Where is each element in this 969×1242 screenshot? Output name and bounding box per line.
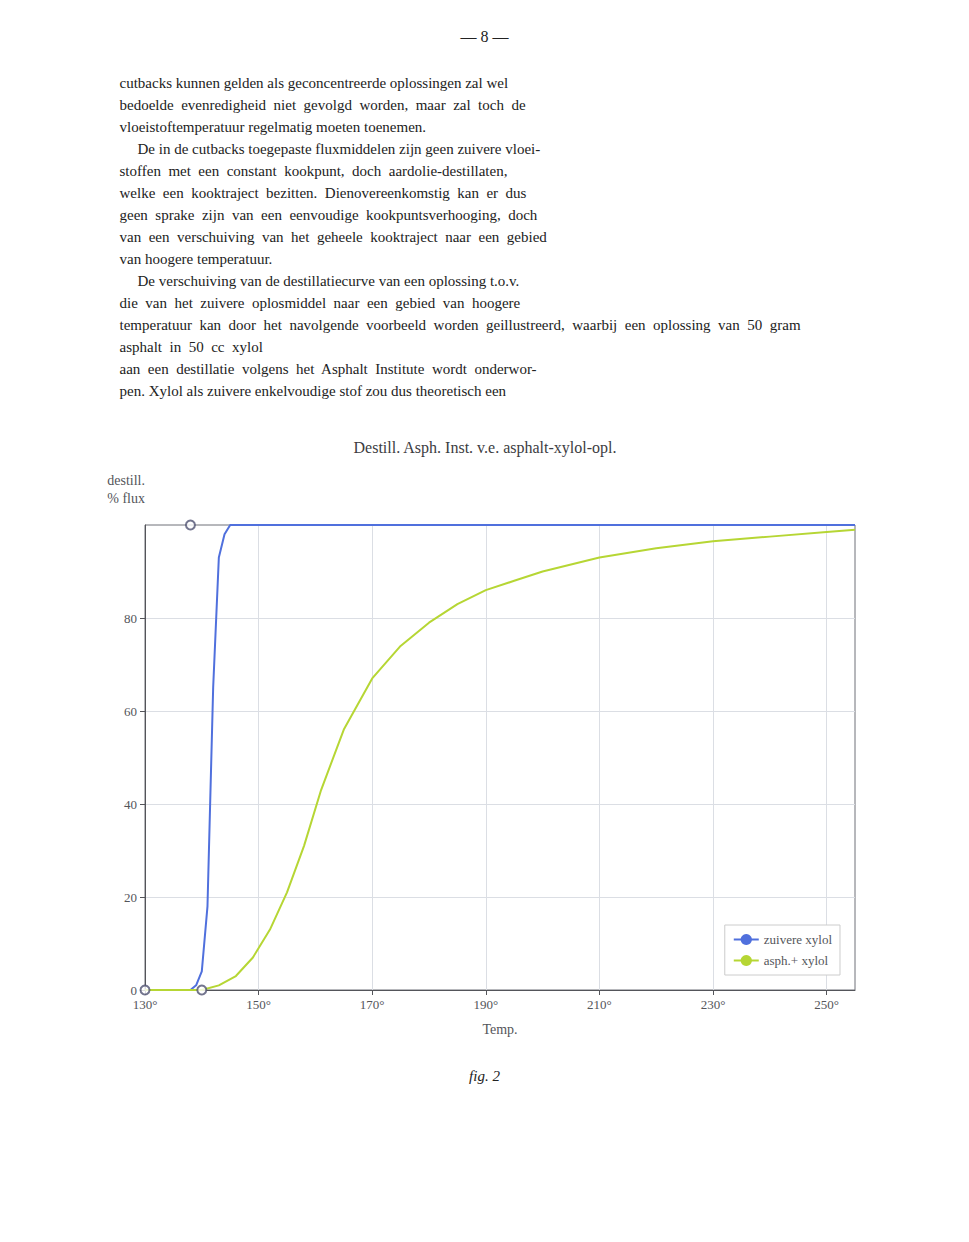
- svg-text:zuivere xylol: zuivere xylol: [763, 932, 832, 947]
- svg-text:130°: 130°: [132, 997, 157, 1012]
- svg-text:170°: 170°: [359, 997, 384, 1012]
- svg-text:190°: 190°: [473, 997, 498, 1012]
- svg-text:230°: 230°: [700, 997, 725, 1012]
- html-text:temperatuur kan door het navol: temperatuur kan door het navolgende voor…: [119, 317, 809, 355]
- svg-text:20: 20: [124, 890, 137, 905]
- svg-text:60: 60: [124, 704, 137, 719]
- html-text:De verschuiving van de destill: De verschuiving van de destillatiecurve …: [137, 273, 520, 289]
- svg-text:80: 80: [124, 611, 137, 626]
- svg-text:250°: 250°: [814, 997, 839, 1012]
- html-text:geen sprake zijn van een eenvo: geen sprake zijn van een eenvoudige kook…: [119, 207, 538, 223]
- html-text:van een verschuiving van het g: van een verschuiving van het geheele koo…: [119, 229, 547, 245]
- html-text:fig. 2: fig. 2: [469, 1068, 500, 1084]
- html-text:die van het zuivere oplosmidde: die van het zuivere oplosmiddel naar een…: [119, 295, 521, 311]
- html-text:bedoelde evenredigheid niet ge: bedoelde evenredigheid niet gevolgd word…: [119, 97, 526, 113]
- html-text:stoffen met een constant kookp: stoffen met een constant kookpunt, doch …: [119, 163, 508, 179]
- html-text:welke een kooktraject bezitten: welke een kooktraject bezitten. Dienover…: [119, 185, 527, 201]
- html-text:aan een destillatie volgens he: aan een destillatie volgens het Asphalt …: [119, 361, 537, 377]
- html-text:De in de cutbacks toegepaste f: De in de cutbacks toegepaste fluxmiddele…: [137, 141, 541, 157]
- svg-text:210°: 210°: [587, 997, 612, 1012]
- html-text:pen. Xylol als zuivere enkelvo: pen. Xylol als zuivere enkelvoudige stof…: [119, 383, 507, 399]
- html-text:van hoogere temperatuur.: van hoogere temperatuur.: [119, 251, 273, 267]
- html-text:cutbacks kunnen gelden als gec: cutbacks kunnen gelden als geconcentreer…: [119, 75, 509, 91]
- svg-text:asph.+ xylol: asph.+ xylol: [763, 953, 828, 968]
- svg-text:Temp.: Temp.: [482, 1022, 517, 1037]
- svg-text:% flux: % flux: [107, 491, 145, 506]
- svg-text:destill.: destill.: [107, 473, 145, 488]
- svg-text:150°: 150°: [246, 997, 271, 1012]
- svg-text:0: 0: [130, 983, 137, 998]
- html-text:— 8 —: — 8 —: [460, 28, 509, 45]
- svg-text:Destill. Asph. Inst. v.e. asph: Destill. Asph. Inst. v.e. asphalt-xylol-…: [353, 439, 616, 457]
- svg-text:40: 40: [124, 797, 137, 812]
- html-text:vloeistoftemperatuur regelmati: vloeistoftemperatuur regelmatig moeten t…: [119, 119, 427, 135]
